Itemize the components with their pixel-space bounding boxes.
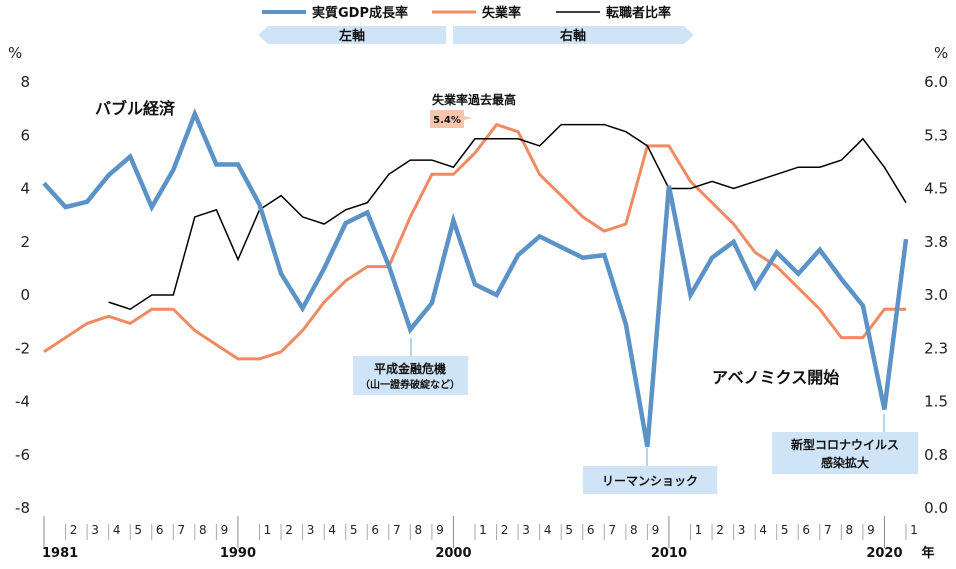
- annotation-heisei-crisis: 平成金融危機: [374, 361, 446, 376]
- left-axis-tick-label: 2: [20, 233, 30, 251]
- left-axis-tick-label: -6: [15, 446, 30, 464]
- x-axis-tick-label: 3: [738, 523, 746, 537]
- left-axis-tick-label: 6: [20, 126, 30, 144]
- left-axis-unit: %: [8, 44, 22, 62]
- annotation-covid-line2: 感染拡大: [821, 455, 869, 470]
- legend: 実質GDP成長率 失業率 転職者比率: [262, 5, 671, 21]
- series-line: [108, 123, 907, 311]
- annotation-covid-line1: 新型コロナウイルス: [791, 437, 899, 452]
- left-axis-tick-label: 0: [20, 286, 30, 304]
- x-axis-tick-label: 8: [199, 523, 207, 537]
- x-axis-tick-label: 2: [285, 523, 293, 537]
- series-layer: [42, 108, 909, 448]
- right-axis-tick-label: 0.0: [924, 499, 948, 517]
- legend-label-unemployment: 失業率: [482, 5, 521, 21]
- x-axis-tick-label: 9: [652, 523, 660, 537]
- series-line: [43, 122, 906, 361]
- right-axis-tick-label: 4.5: [924, 180, 948, 198]
- right-axis-tick-label: 6.0: [924, 73, 948, 91]
- right-axis-tag-label: 右軸: [559, 28, 586, 44]
- x-axis-decade-label: 1990: [220, 546, 256, 561]
- x-axis-tick-label: 9: [867, 523, 875, 537]
- x-axis-tick-label: 6: [802, 523, 810, 537]
- annotation-unemployment-peak-value: 5.4%: [433, 115, 461, 126]
- x-axis-tick-label: 5: [781, 523, 789, 537]
- left-axis-tick-label: -4: [15, 393, 30, 411]
- x-axis-tick-label: 8: [415, 523, 423, 537]
- x-axis-tick-label: 9: [436, 523, 444, 537]
- x-axis-tick-label: 9: [221, 523, 229, 537]
- x-axis-decade-label: 2010: [651, 546, 687, 561]
- annotation-bubble: バブル経済: [95, 99, 176, 118]
- axis-tags: 左軸 右軸: [258, 26, 694, 44]
- x-axis-tick-label: 7: [608, 523, 616, 537]
- x-axis-tick-label: 1: [479, 523, 487, 537]
- right-axis-tick-label: 2.3: [924, 339, 948, 357]
- right-axis-ticks: 6.0 5.3 4.5 3.8 3.0 2.3 1.5 0.8 0.0: [924, 73, 948, 517]
- left-axis-tag-label: 左軸: [339, 28, 365, 44]
- x-axis-tick-label: 7: [393, 523, 401, 537]
- left-axis-tag: [258, 26, 446, 44]
- x-axis-tick-label: 4: [759, 523, 767, 537]
- right-axis-tick-label: 0.8: [924, 446, 948, 464]
- x-axis-tick-label: 5: [350, 523, 358, 537]
- series-0: [42, 108, 909, 448]
- left-axis-tick-label: 8: [20, 73, 30, 91]
- x-axis-tick-label: 3: [522, 523, 530, 537]
- right-axis-tick-label: 5.3: [924, 126, 948, 144]
- x-axis-tick-label: 7: [824, 523, 832, 537]
- x-axis-tick-label: 2: [716, 523, 724, 537]
- x-axis-tick-label: 8: [846, 523, 854, 537]
- series-1: [43, 122, 907, 361]
- left-axis-ticks: 8 6 4 2 0 -2 -4 -6 -8: [15, 73, 30, 517]
- annotation-lehman: リーマンショック: [602, 474, 698, 488]
- right-axis-tick-label: 3.0: [924, 286, 948, 304]
- x-axis-tick-label: 2: [70, 523, 78, 537]
- x-axis-tick-label: 7: [177, 523, 185, 537]
- x-axis-tick-label: 4: [328, 523, 336, 537]
- annotation-lehman-box: [583, 466, 717, 494]
- x-axis-year-unit: 年: [921, 545, 934, 561]
- x-axis-tick-label: 1: [695, 523, 703, 537]
- annotations: バブル経済 失業率過去最高 5.4% 平成金融危機 （山一證券破綻など） アベノ…: [95, 92, 918, 494]
- left-axis-tick-label: -8: [15, 499, 30, 517]
- series-2: [108, 123, 907, 311]
- right-axis-unit: %: [934, 44, 948, 62]
- left-axis-tick-label: -2: [15, 339, 30, 357]
- right-axis-tick-label: 1.5: [924, 393, 948, 411]
- x-axis-decade-label: 2000: [435, 546, 471, 561]
- x-axis-tick-label: 4: [544, 523, 552, 537]
- annotation-unemployment-peak-callout: [430, 110, 472, 128]
- annotation-heisei-box: [353, 356, 468, 395]
- right-axis-tick-label: 3.8: [924, 233, 948, 251]
- x-axis-tick-label: 5: [565, 523, 573, 537]
- left-axis-tick-label: 4: [20, 180, 30, 198]
- series-line: [42, 108, 909, 448]
- x-axis-tick-label: 1: [264, 523, 272, 537]
- x-axis-tick-label: 6: [587, 523, 595, 537]
- x-axis-tick-label: 3: [307, 523, 315, 537]
- x-axis-decade-label: 2020: [866, 546, 902, 561]
- x-axis: 2 3 4 5 6 7 8 9 1 2 3 4 5 6 7 8 9 1 2 3 4 5 6 7 8 9 1 2 3 4 5 6 7 8 9 11981…: [42, 516, 935, 561]
- legend-label-gdp: 実質GDP成長率: [312, 5, 408, 21]
- x-axis-tick-label: 4: [113, 523, 121, 537]
- x-axis-tick-label: 6: [156, 523, 164, 537]
- x-axis-tick-label: 6: [371, 523, 379, 537]
- right-axis-tag: [453, 26, 694, 44]
- x-axis-tick-label: 5: [134, 523, 142, 537]
- annotation-abenomics: アベノミクス開始: [712, 368, 839, 387]
- x-axis-decade-label: 1981: [42, 546, 78, 561]
- x-axis-tick-label: 2: [501, 523, 509, 537]
- x-axis-tick-label: 1: [910, 523, 918, 537]
- annotation-unemployment-peak-title: 失業率過去最高: [432, 92, 516, 107]
- legend-label-job-change: 転職者比率: [606, 5, 671, 21]
- x-axis-tick-label: 3: [91, 523, 99, 537]
- annotation-covid-box: [772, 432, 918, 474]
- x-axis-tick-label: 8: [630, 523, 638, 537]
- annotation-heisei-crisis-sub: （山一證券破綻など）: [360, 378, 460, 391]
